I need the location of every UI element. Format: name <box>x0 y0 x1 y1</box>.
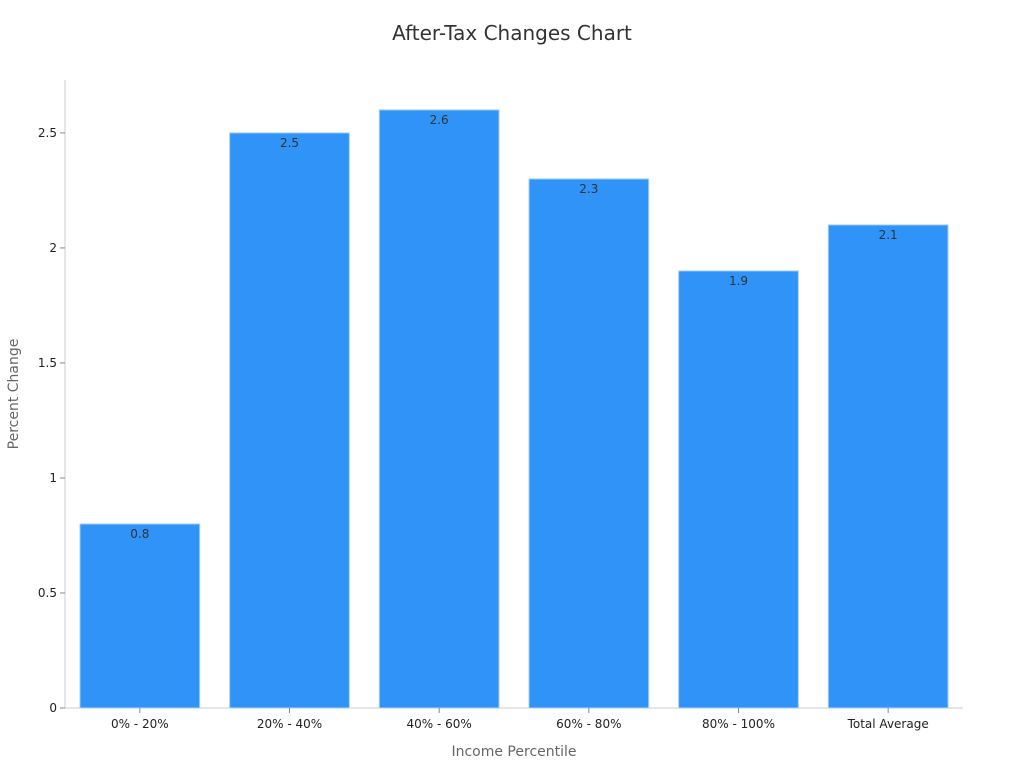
bar-value-label: 2.5 <box>280 136 299 150</box>
y-tick-label: 0.5 <box>38 586 57 600</box>
bar <box>378 109 500 709</box>
bar-value-label: 0.8 <box>130 527 149 541</box>
bars-group: 0.8 2.5 2.6 2.3 1.9 2.1 <box>79 109 949 709</box>
x-tick-label: 20% - 40% <box>257 717 322 731</box>
bar <box>827 224 949 709</box>
y-tick-label: 2 <box>49 241 57 255</box>
bar-value-label: 2.1 <box>879 228 898 242</box>
bar-value-label: 2.3 <box>579 182 598 196</box>
x-tick-label: 40% - 60% <box>407 717 472 731</box>
bar <box>678 270 799 709</box>
y-tick-label: 2.5 <box>38 126 57 140</box>
bar-value-label: 2.6 <box>430 113 449 127</box>
y-tick-label: 1 <box>49 471 57 485</box>
bar <box>79 523 201 709</box>
bar <box>229 132 350 709</box>
x-tick-label: Total Average <box>847 717 929 731</box>
y-axis-ticks: 0 0.5 1 1.5 2 2.5 <box>38 126 65 715</box>
x-tick-label: 80% - 100% <box>702 717 775 731</box>
y-tick-label: 1.5 <box>38 356 57 370</box>
y-tick-label: 0 <box>49 701 57 715</box>
chart-title: After-Tax Changes Chart <box>392 21 632 45</box>
bar-value-label: 1.9 <box>729 274 748 288</box>
x-axis-ticks: 0% - 20% 20% - 40% 40% - 60% 60% - 80% 80% -… <box>111 708 929 731</box>
y-axis-label: Percent Change <box>6 339 22 450</box>
x-tick-label: 60% - 80% <box>556 717 621 731</box>
bar <box>528 178 650 709</box>
x-tick-label: 0% - 20% <box>111 717 169 731</box>
x-axis-label: Income Percentile <box>451 744 576 760</box>
